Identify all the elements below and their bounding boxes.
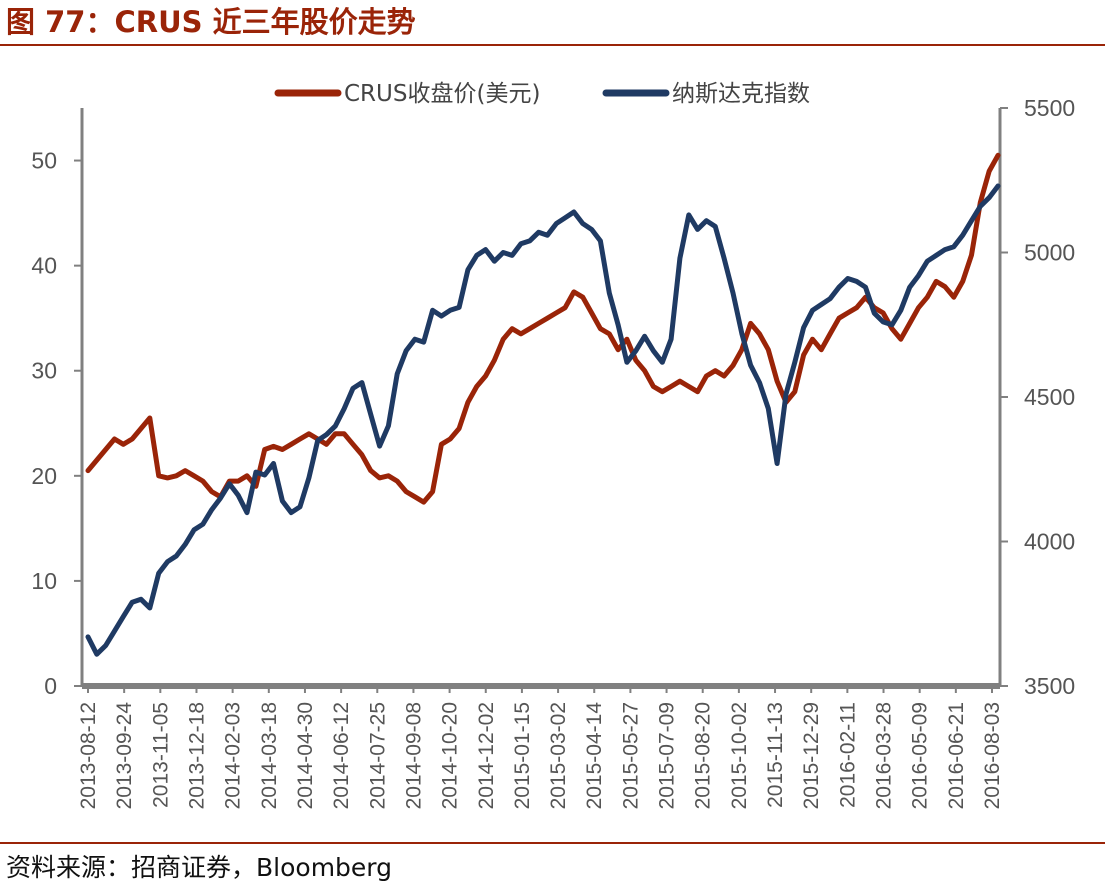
series-line-crus bbox=[85, 152, 1001, 505]
right-tick-label: 4000 bbox=[1024, 529, 1075, 555]
x-tick-label: 2014-03-18 bbox=[258, 702, 281, 809]
left-tick-label: 0 bbox=[44, 673, 57, 699]
footer-divider bbox=[0, 842, 1105, 844]
x-tick-label: 2015-01-15 bbox=[511, 702, 534, 809]
x-tick-label: 2016-02-11 bbox=[836, 702, 859, 808]
right-tick-label: 5500 bbox=[1024, 95, 1075, 121]
right-axis-ticks: 3500 4000 4500 5000 5500 bbox=[1000, 95, 1075, 699]
left-tick-label: 30 bbox=[31, 358, 57, 384]
right-tick-label: 4500 bbox=[1024, 384, 1075, 410]
left-tick-label: 20 bbox=[31, 463, 57, 489]
x-tick-label: 2013-08-12 bbox=[77, 702, 100, 809]
x-tick-label: 2013-11-05 bbox=[149, 702, 172, 808]
left-tick-label: 50 bbox=[31, 148, 57, 174]
legend-label-crus: CRUS收盘价(美元) bbox=[344, 81, 540, 107]
legend-label-nasdaq: 纳斯达克指数 bbox=[672, 81, 810, 107]
x-tick-label: 2015-11-13 bbox=[764, 702, 787, 808]
source-note: 资料来源：招商证券，Bloomberg bbox=[6, 853, 392, 882]
x-tick-label: 2016-03-28 bbox=[873, 702, 896, 809]
x-tick-label: 2016-08-03 bbox=[981, 702, 1004, 809]
title-divider bbox=[0, 44, 1105, 46]
x-tick-label: 2016-05-09 bbox=[909, 702, 932, 809]
stock-line-chart: CRUS收盘价(美元) 纳斯达克指数 0 10 20 30 40 50 3500 4000 4… bbox=[31, 81, 1075, 809]
x-tick-label: 2014-02-03 bbox=[222, 702, 245, 809]
series-line-nasdaq bbox=[85, 183, 1001, 657]
x-tick-label: 2015-12-29 bbox=[800, 702, 823, 809]
x-tick-label: 2013-12-18 bbox=[185, 702, 208, 809]
figure-title: 图 77：CRUS 近三年股价走势 bbox=[6, 5, 416, 39]
x-tick-label: 2015-08-20 bbox=[692, 702, 715, 809]
series-lines bbox=[85, 152, 1001, 657]
chart-legend: CRUS收盘价(美元) 纳斯达克指数 bbox=[274, 81, 810, 107]
x-tick-label: 2014-04-30 bbox=[294, 702, 317, 809]
chart-axes bbox=[80, 108, 1002, 689]
x-tick-label: 2014-07-25 bbox=[366, 702, 389, 809]
x-tick-label: 2014-06-12 bbox=[330, 702, 353, 809]
x-tick-label: 2015-05-27 bbox=[619, 702, 642, 809]
left-tick-label: 10 bbox=[31, 568, 57, 594]
x-tick-label: 2015-07-09 bbox=[656, 702, 679, 809]
x-tick-label: 2015-10-02 bbox=[728, 702, 751, 809]
x-tick-label: 2015-04-14 bbox=[583, 702, 606, 810]
right-tick-label: 5000 bbox=[1024, 240, 1075, 266]
x-tick-label: 2013-09-24 bbox=[113, 702, 136, 810]
left-tick-label: 40 bbox=[31, 253, 57, 279]
left-axis-ticks: 0 10 20 30 40 50 bbox=[31, 148, 82, 699]
x-tick-label: 2015-03-02 bbox=[547, 702, 570, 809]
x-tick-label: 2014-12-02 bbox=[475, 702, 498, 809]
right-tick-label: 3500 bbox=[1024, 673, 1075, 699]
x-axis-ticks: 2013-08-12 2013-09-24 2013-11-05 2013-12-18… bbox=[77, 686, 1004, 809]
x-tick-label: 2014-10-20 bbox=[439, 702, 462, 809]
x-tick-label: 2016-06-21 bbox=[945, 702, 968, 809]
x-tick-label: 2014-09-08 bbox=[402, 702, 425, 809]
